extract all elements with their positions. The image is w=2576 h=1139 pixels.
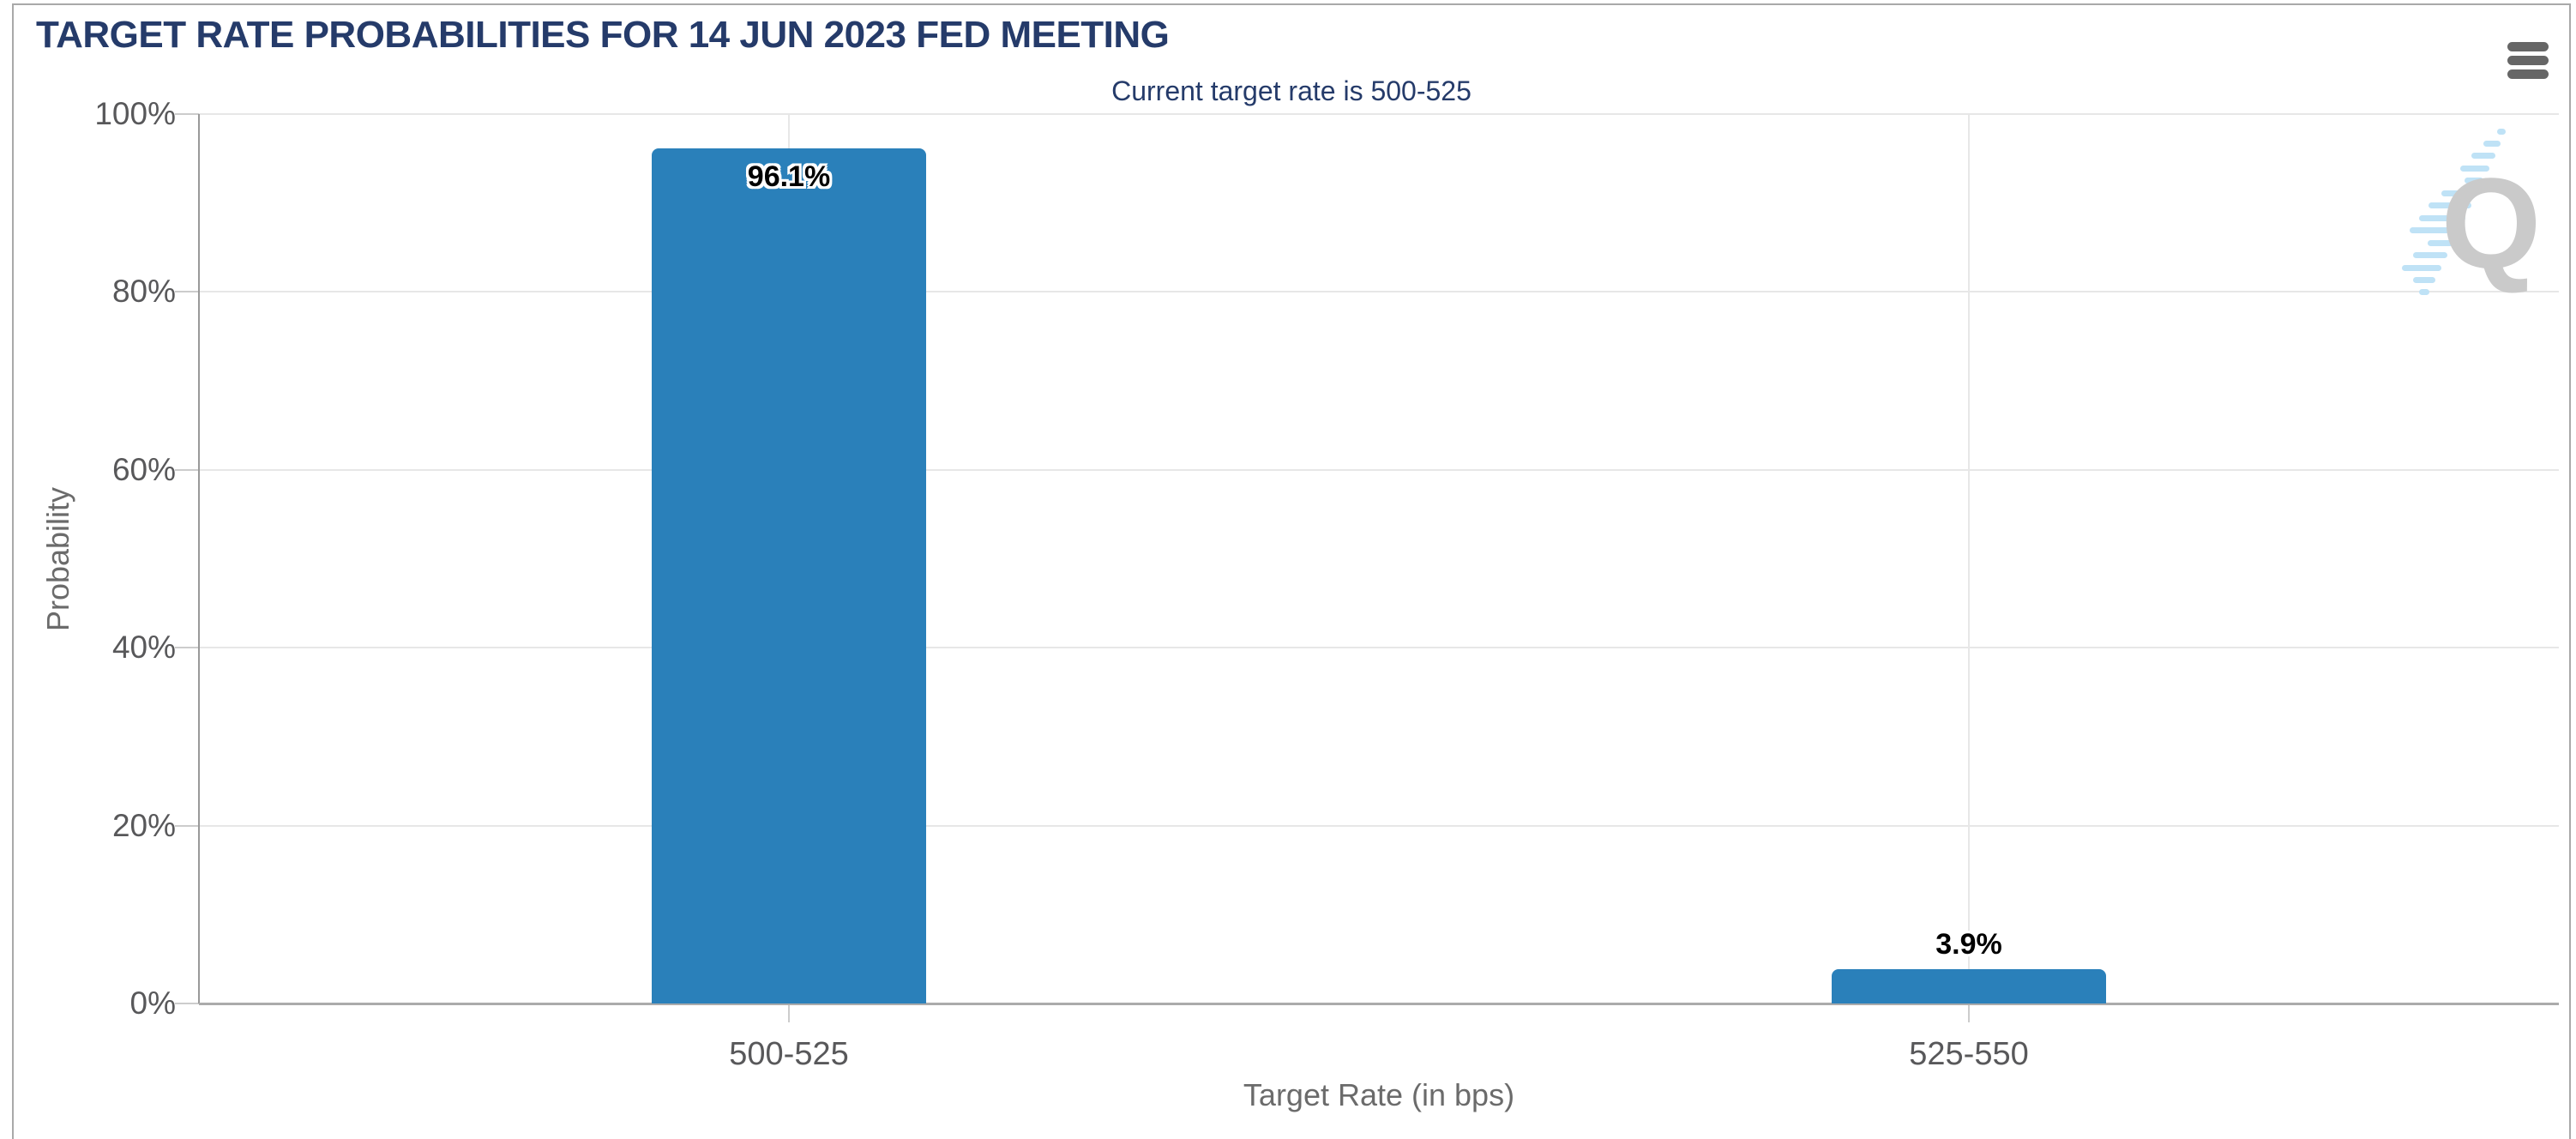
bar-value-label: 3.9% [1935,927,2002,961]
hamburger-menu-button[interactable] [2502,36,2554,84]
y-gridline [199,113,2559,115]
x-axis-tick [1968,1005,1970,1022]
y-tick-label: 20% [111,807,176,843]
y-tick-label: 0% [129,985,176,1021]
x-axis-title: Target Rate (in bps) [1243,1077,1515,1112]
chart-subtitle: Current target rate is 500-525 [1111,75,1472,106]
y-tick-label: 100% [94,96,176,131]
y-tick-label: 80% [111,274,176,310]
x-tick-label: 500-525 [729,1036,849,1072]
y-tick-label: 60% [111,451,176,487]
chart-panel [12,3,2571,1139]
y-axis-tick [175,113,199,115]
y-axis-tick [175,647,199,649]
bar-value-label: 96.1% [747,160,831,194]
y-gridline [199,291,2559,293]
x-axis-tick [788,1005,790,1022]
y-axis-tick [175,824,199,827]
hamburger-icon [2507,69,2549,79]
probability-bar[interactable] [1832,968,2106,1003]
x-tick-label: 525-550 [1909,1036,2029,1072]
hamburger-icon [2507,55,2549,65]
category-gridline [1968,114,1970,1003]
y-axis-tick [175,1003,199,1004]
probability-bar[interactable] [652,148,926,1003]
chart-title: TARGET RATE PROBABILITIES FOR 14 JUN 202… [36,14,1170,56]
y-axis-line [198,114,200,1003]
y-axis-tick [175,468,199,471]
y-gridline [199,824,2559,827]
hamburger-icon [2507,41,2549,51]
y-gridline [199,468,2559,471]
watermark-letter: Q [2441,151,2542,295]
y-axis-title: Probability [40,486,75,632]
y-tick-label: 40% [111,630,176,666]
y-axis-tick [175,291,199,293]
x-axis-line [199,1003,2559,1005]
quikstrike-logo-icon: Q [2402,129,2542,295]
y-gridline [199,647,2559,649]
